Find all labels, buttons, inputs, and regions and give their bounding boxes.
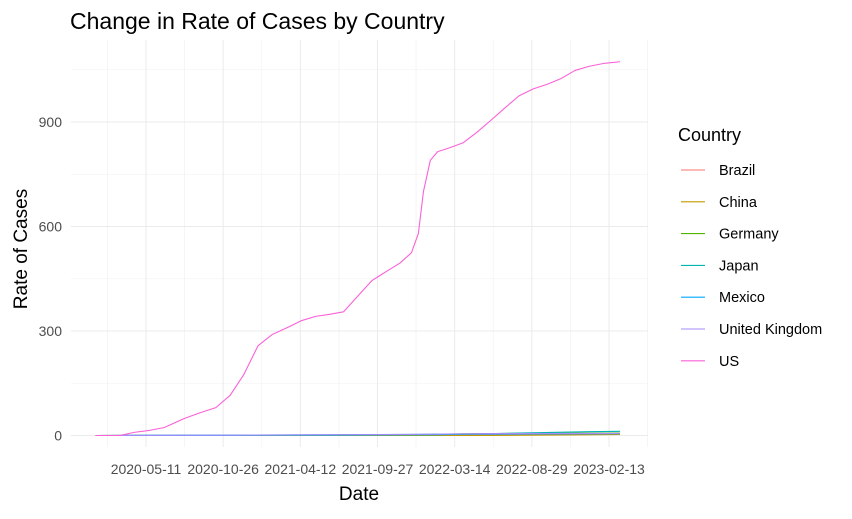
y-tick-label: 0 [54,428,62,444]
legend-item-china: China [681,195,758,211]
x-tick-label: 2023-02-13 [573,461,645,477]
legend-label: United Kingdom [719,322,822,338]
legend-title: Country [678,125,741,145]
legend: Country Brazil China Germany Japan Mexico Uni… [678,125,822,370]
legend-item-mexico: Mexico [681,290,765,306]
legend-item-us: US [681,354,739,370]
y-tick-label: 900 [39,114,63,130]
x-axis-label: Date [339,484,379,505]
legend-label: Brazil [719,163,755,179]
x-tick-label: 2022-08-29 [496,461,568,477]
y-tick-label: 300 [39,323,63,339]
legend-item-japan: Japan [681,258,759,274]
chart-title: Change in Rate of Cases by Country [70,8,445,34]
major-gridlines [71,40,648,447]
x-tick-label: 2022-03-14 [419,461,491,477]
legend-label: Japan [719,258,759,274]
x-tick-label: 2020-05-11 [111,461,182,477]
legend-item-united-kingdom: United Kingdom [681,322,822,338]
legend-label: US [719,354,739,370]
y-tick-labels: 0 300 600 900 [39,114,63,444]
legend-label: Germany [719,227,779,243]
legend-items: Brazil China Germany Japan Mexico United King… [681,163,822,370]
x-tick-label: 2021-09-27 [342,461,414,477]
legend-item-germany: Germany [681,227,779,243]
series-layer [95,61,621,437]
legend-item-brazil: Brazil [681,163,755,179]
y-axis-label: Rate of Cases [11,189,32,309]
x-tick-label: 2020-10-26 [187,461,259,477]
x-tick-label: 2021-04-12 [265,461,337,477]
series-line-us [95,61,621,437]
legend-label: Mexico [719,290,765,306]
y-tick-label: 600 [39,219,63,235]
series-line-united-kingdom [95,432,621,437]
x-tick-labels: 2020-05-11 2020-10-26 2021-04-12 2021-09-27… [111,461,645,477]
legend-label: China [719,195,758,211]
minor-gridlines [71,40,648,447]
